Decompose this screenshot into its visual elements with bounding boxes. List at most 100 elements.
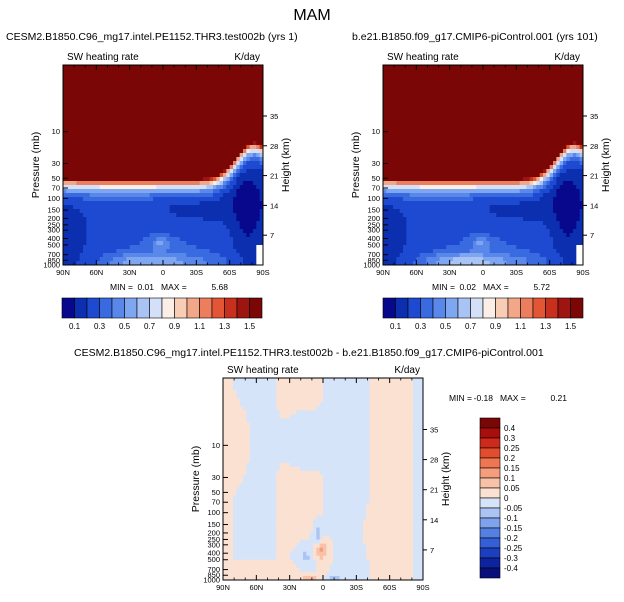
contour-cell — [199, 97, 204, 102]
contour-cell — [186, 225, 191, 230]
contour-cell — [146, 257, 151, 262]
contour-cell — [83, 149, 87, 154]
contour-cell — [86, 105, 91, 110]
contour-cell — [163, 113, 167, 118]
contour-cell — [176, 89, 181, 94]
height-tick-label: 28 — [270, 142, 278, 151]
contour-cell — [549, 81, 554, 86]
contour-cell — [113, 73, 117, 78]
contour-cell — [179, 197, 184, 202]
contour-cell — [183, 189, 187, 194]
contour-cell — [509, 169, 514, 174]
contour-cell — [243, 173, 247, 178]
contour-cell — [229, 217, 234, 222]
contour-cell — [433, 149, 437, 154]
contour-cell — [246, 113, 251, 118]
contour-cell — [513, 97, 517, 102]
contour-cell — [76, 225, 81, 230]
contour-cell — [169, 253, 174, 258]
contour-cell — [563, 125, 567, 130]
contour-cell — [543, 181, 547, 186]
contour-cell — [546, 65, 551, 70]
height-tick-label: 35 — [270, 112, 278, 121]
contour-cell — [126, 245, 131, 250]
contour-cell — [196, 185, 201, 190]
contour-cell — [546, 157, 551, 162]
contour-cell — [169, 133, 174, 138]
contour-cell — [466, 169, 471, 174]
contour-cell — [553, 181, 557, 186]
contour-cell — [233, 205, 237, 210]
contour-cell — [233, 233, 237, 238]
contour-cell — [166, 145, 171, 150]
contour-cell — [486, 181, 491, 186]
contour-cell — [479, 165, 484, 170]
contour-cell — [576, 69, 581, 74]
contour-cell — [233, 249, 237, 254]
contour-cell — [216, 69, 221, 74]
contour-cell — [153, 241, 157, 246]
contour-cell — [229, 165, 234, 170]
contour-cell — [116, 221, 121, 226]
contour-cell — [119, 113, 124, 118]
contour-cell — [483, 161, 487, 166]
contour-cell — [486, 173, 491, 178]
contour-cell — [106, 261, 111, 265]
contour-cell — [233, 129, 237, 134]
contour-cell — [79, 233, 84, 238]
contour-cell — [106, 249, 111, 254]
contour-cell — [159, 257, 164, 262]
contour-cell — [113, 221, 117, 226]
contour-cell — [533, 169, 537, 174]
contour-cell — [116, 233, 121, 238]
contour-cell — [166, 117, 171, 122]
contour-cell — [116, 145, 121, 150]
contour-cell — [83, 217, 87, 222]
contour-cell — [113, 245, 117, 250]
contour-cell — [396, 101, 401, 106]
contour-cell — [433, 141, 437, 146]
contour-cell — [433, 85, 437, 90]
contour-cell — [146, 65, 151, 70]
contour-cell — [169, 205, 174, 210]
contour-cell — [459, 73, 464, 78]
contour-cell — [256, 169, 261, 174]
contour-cell — [536, 97, 541, 102]
contour-cell — [393, 85, 397, 90]
contour-cell — [486, 125, 491, 130]
contour-cell — [69, 173, 74, 178]
contour-cell — [169, 229, 174, 234]
contour-cell — [156, 85, 161, 90]
contour-cell — [513, 145, 517, 150]
contour-cell — [233, 89, 237, 94]
contour-cell — [433, 105, 437, 110]
contour-cell — [123, 105, 127, 110]
contour-cell — [89, 249, 94, 254]
contour-cell — [536, 137, 541, 142]
contour-cell — [63, 193, 67, 198]
contour-cell — [186, 117, 191, 122]
contour-cell — [183, 105, 187, 110]
contour-cell — [449, 161, 454, 166]
contour-cell — [219, 109, 224, 114]
contour-cell — [243, 217, 247, 222]
contour-cell — [259, 249, 263, 254]
contour-cell — [413, 73, 417, 78]
contour-cell — [213, 161, 217, 166]
contour-cell — [226, 217, 231, 222]
contour-cell — [229, 233, 234, 238]
contour-cell — [509, 149, 514, 154]
contour-cell — [166, 189, 171, 194]
contour-cell — [526, 117, 531, 122]
contour-cell — [426, 69, 431, 74]
contour-cell — [486, 185, 491, 190]
contour-cell — [259, 69, 263, 74]
contour-cell — [426, 101, 431, 106]
contour-cell — [126, 229, 131, 234]
contour-cell — [436, 149, 441, 154]
contour-cell — [223, 81, 227, 86]
contour-cell — [416, 189, 421, 194]
contour-cell — [183, 229, 187, 234]
contour-cell — [196, 217, 201, 222]
contour-cell — [496, 81, 501, 86]
